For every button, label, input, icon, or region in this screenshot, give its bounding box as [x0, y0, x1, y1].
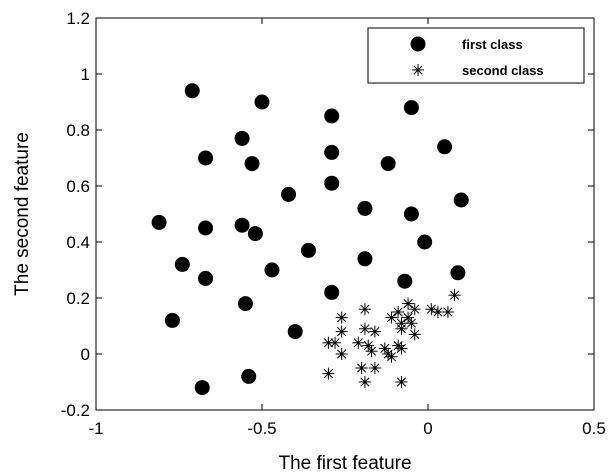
second-class-point	[408, 328, 421, 341]
first-class-point	[281, 186, 297, 202]
first-class-point	[244, 156, 260, 172]
first-class-point	[324, 284, 340, 300]
first-class-point	[300, 242, 316, 258]
first-class-point	[237, 296, 253, 312]
first-class-point	[357, 251, 373, 267]
first-class-point	[403, 206, 419, 222]
first-class-point	[184, 83, 200, 99]
second-class-point	[352, 336, 365, 349]
first-class-point	[357, 200, 373, 216]
first-class-point	[324, 108, 340, 124]
first-class-point	[403, 100, 419, 116]
first-class-point	[397, 273, 413, 289]
first-class-point	[151, 214, 167, 230]
first-class-point	[254, 94, 270, 110]
second-class-point	[395, 342, 408, 355]
axis-ticks: -1 -0.5 0 0.5 -0.2 0 0.2 0.4 0.6 0.8 1 1.2	[61, 9, 606, 438]
second-class-point	[395, 322, 408, 335]
first-class-point	[198, 270, 214, 286]
legend-label-first-class: first class	[462, 37, 523, 52]
legend-box	[367, 27, 585, 84]
second-class-point	[392, 306, 405, 318]
x-tick-label: 0.5	[582, 419, 606, 438]
first-class-point	[164, 312, 180, 328]
second-class-point	[329, 336, 342, 349]
first-class-point	[417, 234, 433, 250]
y-tick-label: 0.8	[66, 121, 90, 140]
first-class-point	[324, 175, 340, 191]
first-class-point	[450, 265, 466, 281]
second-class-point	[368, 362, 381, 374]
legend-marker-second-class	[412, 64, 424, 76]
second-class-point	[335, 348, 348, 360]
second-class-point	[368, 325, 381, 338]
second-class-point	[385, 311, 398, 324]
first-class-point	[198, 220, 214, 236]
y-tick-label: -0.2	[61, 401, 90, 420]
first-class-point	[324, 144, 340, 160]
second-class-point	[335, 325, 348, 338]
x-axis-title: The first feature	[278, 453, 411, 474]
second-class-point	[365, 345, 378, 358]
second-class-point	[358, 303, 371, 316]
legend-label-second-class: second class	[462, 63, 544, 78]
second-class-point	[448, 289, 461, 302]
first-class-point	[174, 256, 190, 272]
first-class-point	[453, 192, 469, 208]
y-tick-label: 0.2	[66, 289, 90, 308]
first-class-point	[287, 324, 303, 340]
second-class-point	[408, 303, 421, 316]
first-class-point	[234, 130, 250, 146]
first-class-point	[241, 368, 257, 384]
second-class-point	[322, 367, 335, 380]
second-class-point	[395, 376, 408, 388]
first-class-point	[264, 262, 280, 278]
first-class-point	[437, 139, 453, 155]
first-class-point	[198, 150, 214, 166]
x-tick-label: 0	[423, 419, 432, 438]
y-tick-label: 0	[81, 345, 90, 364]
y-tick-label: 0.4	[66, 233, 90, 252]
x-tick-label: -0.5	[247, 419, 276, 438]
legend: first class second class	[367, 27, 585, 84]
second-class-point	[402, 297, 415, 310]
second-class-point	[405, 317, 418, 330]
y-tick-label: 0.6	[66, 177, 90, 196]
second-class-point	[441, 306, 454, 318]
second-class-point	[358, 322, 371, 335]
first-class-point	[234, 217, 250, 233]
y-axis-title: The second feature	[12, 132, 33, 296]
legend-marker-first-class	[410, 36, 426, 52]
second-class-point	[355, 362, 368, 374]
second-class-point	[385, 350, 398, 363]
legend-star-glyph	[412, 64, 424, 76]
second-class-point	[358, 376, 371, 388]
first-class-point	[247, 226, 263, 242]
x-tick-label: -1	[88, 419, 103, 438]
data-points	[151, 83, 469, 396]
first-class-point	[380, 156, 396, 172]
second-class-point	[335, 311, 348, 324]
first-class-point	[194, 380, 210, 396]
y-tick-label: 1	[81, 65, 90, 84]
y-tick-label: 1.2	[66, 9, 90, 28]
